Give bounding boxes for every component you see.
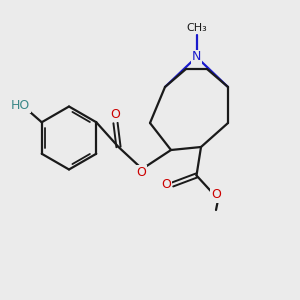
Text: O: O bbox=[161, 178, 171, 191]
Text: O: O bbox=[136, 166, 146, 179]
Text: N: N bbox=[192, 50, 201, 64]
Text: O: O bbox=[111, 108, 120, 121]
Text: O: O bbox=[211, 188, 221, 202]
Text: HO: HO bbox=[11, 99, 30, 112]
Text: CH₃: CH₃ bbox=[186, 23, 207, 33]
